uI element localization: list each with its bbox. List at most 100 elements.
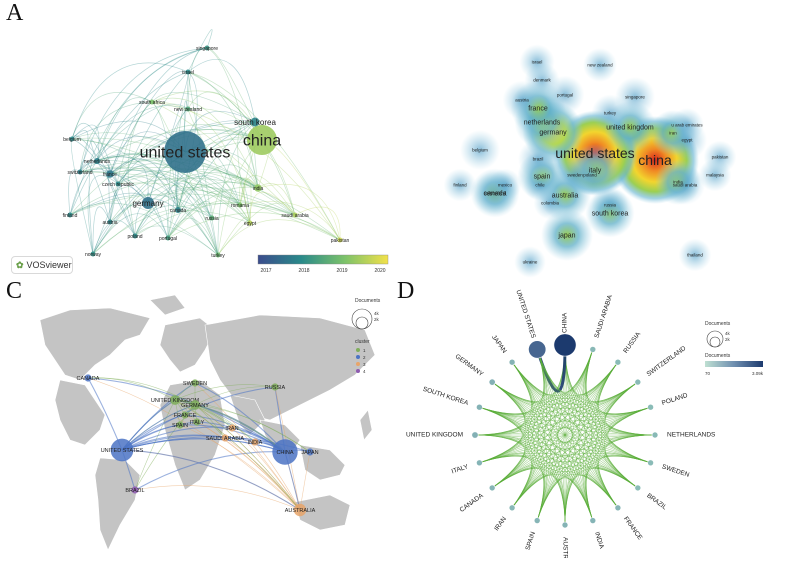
link [151, 97, 259, 189]
density-blob-turkey [591, 94, 629, 132]
link [121, 449, 301, 511]
link [187, 71, 259, 189]
link [71, 124, 100, 162]
link [109, 47, 208, 175]
link [243, 178, 259, 224]
link [69, 193, 296, 216]
density-blob-malaysia [698, 158, 732, 192]
density-label-germany: germany [539, 129, 567, 136]
link [187, 91, 263, 141]
link [79, 166, 251, 224]
link [69, 71, 189, 216]
density-label-canada: canada [484, 190, 507, 197]
node-label-israel: israel [182, 70, 194, 76]
link [217, 219, 341, 256]
legend-cluster-swatch [356, 369, 360, 373]
link [134, 202, 296, 237]
link [109, 172, 259, 223]
link [79, 101, 153, 173]
node-label-austria: austria [102, 220, 117, 226]
link [117, 170, 213, 219]
link [69, 168, 111, 216]
link [217, 121, 256, 256]
link [96, 129, 263, 162]
link [92, 203, 296, 255]
country-label-australia: AUSTRALIA [561, 537, 568, 558]
landmass-9 [294, 494, 351, 531]
node-netherlands [94, 158, 100, 164]
country-label-saudi-arabia: SAUDI ARABIA [593, 293, 614, 339]
country-node-china [553, 333, 577, 357]
colorbar-tick: 2017 [260, 268, 271, 274]
link [92, 181, 259, 255]
link [511, 474, 594, 521]
link [134, 189, 241, 237]
legend-color-max: 3.09k [752, 371, 764, 376]
density-blob-israel [519, 44, 555, 80]
node-label-south-africa: south africa [139, 100, 165, 106]
node-india [254, 184, 262, 192]
link [92, 206, 111, 255]
legend-cluster-title: cluster [355, 339, 370, 345]
node-turkey [215, 252, 221, 258]
node-label-czech-republic: czech republic [102, 182, 134, 188]
country-label-united-kingdom: UNITED KINGDOM [406, 432, 463, 439]
country-node-australia [293, 503, 307, 517]
link [105, 170, 136, 237]
link [177, 71, 198, 211]
density-label-mexico: mexico [498, 183, 513, 188]
link [109, 120, 256, 175]
density-label-israel: israel [532, 60, 543, 65]
network-overlay-map: china united states south korea singapore is… [63, 29, 389, 274]
link [474, 406, 522, 436]
link [151, 101, 296, 216]
node-label-south-korea: south korea [234, 118, 276, 127]
density-label-turkey: turkey [604, 111, 617, 116]
country-node-iran [228, 424, 236, 432]
link [536, 478, 566, 526]
node-label-canada: canada [170, 208, 187, 214]
colorbar-tick: 2018 [298, 268, 309, 274]
country-label-sweden: SWEDEN [661, 463, 691, 479]
legend-color-bar [705, 361, 763, 367]
node-label-romania: romania [231, 203, 249, 209]
node-label-india: india [253, 186, 264, 192]
link [167, 121, 256, 239]
link [134, 225, 219, 256]
density-blob-japan [541, 209, 593, 261]
link [117, 182, 341, 241]
link [167, 217, 219, 256]
density-blob-thailand [678, 238, 712, 272]
legend-size-circle-large [351, 308, 373, 330]
link [174, 384, 276, 401]
density-blob-mexico [488, 168, 522, 202]
density-blob-u-arab-emirates [670, 108, 704, 142]
link [237, 120, 256, 224]
node-label-netherlands: netherlands [84, 159, 111, 165]
density-label-russia: russia [604, 203, 617, 208]
link [536, 474, 619, 521]
country-node-india [589, 517, 597, 524]
country-node-australia [561, 521, 569, 529]
country-node-brazil [131, 486, 139, 494]
link [151, 92, 256, 123]
link [174, 399, 301, 511]
country-node-germany [190, 400, 200, 410]
link [536, 349, 619, 396]
node-label-saudi-arabia: saudi arabia [281, 213, 308, 219]
link [257, 183, 296, 216]
link [179, 424, 301, 511]
link [96, 105, 189, 162]
link [70, 138, 94, 255]
node-label-turkey: turkey [211, 253, 225, 259]
legend-size-value: 4k [725, 331, 731, 336]
panel-label-d: D [397, 278, 415, 304]
density-blob-new-zealand [583, 48, 617, 82]
panel-d-circular-network: CHINA SAUDI ARABIA RUSSIA SWITZERLAND POLAND… [395, 280, 791, 563]
link [177, 176, 241, 211]
legend-cluster-label: 3 [363, 362, 366, 367]
country-node-saudi-arabia [589, 346, 597, 353]
legend-color-title: Documents [705, 353, 731, 359]
node-belgium [69, 136, 75, 142]
node-poland [132, 233, 138, 239]
